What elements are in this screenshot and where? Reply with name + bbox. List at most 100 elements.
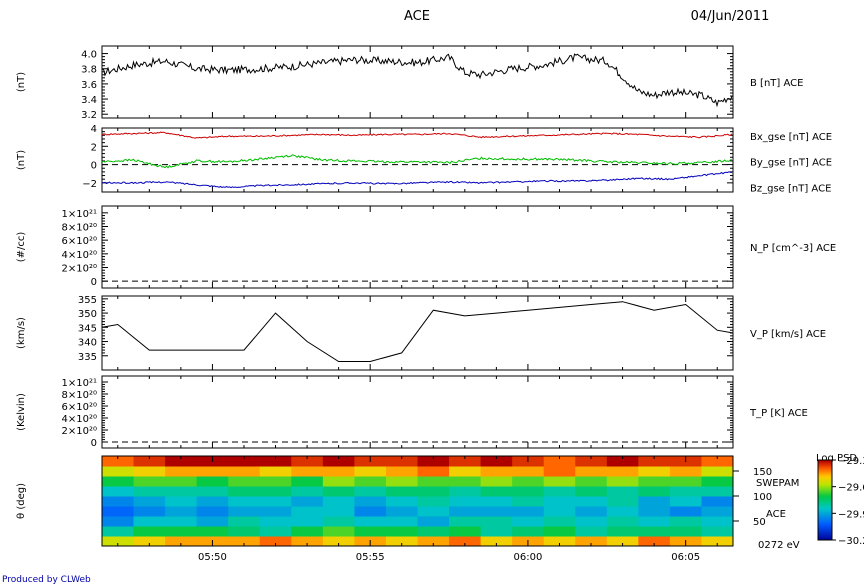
psd-cell bbox=[606, 526, 639, 537]
NP-series-label: N_P [cm^-3] ACE bbox=[750, 243, 836, 254]
colorbar-swatch bbox=[818, 496, 832, 499]
psd-cell bbox=[449, 506, 482, 517]
psd-cell bbox=[196, 466, 229, 477]
VP-ylabel: (km/s) bbox=[16, 317, 27, 349]
psd-cell bbox=[291, 506, 324, 517]
psd-cell bbox=[638, 486, 671, 497]
psd-ytick-label: 150 bbox=[753, 467, 772, 478]
psd-cell bbox=[449, 536, 482, 547]
psd-cell bbox=[165, 526, 198, 537]
colorbar-swatch bbox=[818, 524, 832, 527]
time-axis-label: 06:00 bbox=[514, 552, 543, 563]
psd-cell bbox=[259, 486, 292, 497]
psd-cell bbox=[102, 516, 135, 527]
psd-cell bbox=[480, 506, 513, 517]
psd-cell bbox=[228, 506, 261, 517]
B-ytick-label: 3.2 bbox=[81, 110, 97, 121]
psd-cell bbox=[102, 476, 135, 487]
psd-cell bbox=[133, 486, 166, 497]
psd-cell bbox=[480, 536, 513, 547]
colorbar-swatch bbox=[818, 482, 832, 485]
psd-cell bbox=[701, 456, 734, 467]
psd-cell bbox=[449, 466, 482, 477]
psd-cell bbox=[322, 486, 355, 497]
psd-cell bbox=[228, 536, 261, 547]
psd-cell bbox=[291, 476, 324, 487]
psd-cell bbox=[354, 526, 387, 537]
colorbar-swatch bbox=[818, 520, 832, 523]
psd-cell bbox=[701, 516, 734, 527]
time-axis-label: 05:50 bbox=[198, 552, 227, 563]
psd-cell bbox=[291, 466, 324, 477]
psd-cell bbox=[385, 536, 418, 547]
psd-cell bbox=[669, 486, 702, 497]
psd-cell bbox=[165, 476, 198, 487]
colorbar-tick-label: −29.9 bbox=[838, 509, 864, 520]
colorbar-swatch bbox=[818, 500, 832, 503]
psd-cell bbox=[228, 466, 261, 477]
psd-cell bbox=[354, 466, 387, 477]
colorbar-swatch bbox=[818, 532, 832, 535]
colorbar-swatch bbox=[818, 460, 832, 463]
TP-series-label: T_P [K] ACE bbox=[749, 408, 808, 419]
psd-cell bbox=[322, 476, 355, 487]
psd-cell bbox=[385, 466, 418, 477]
psd-cell bbox=[322, 496, 355, 507]
colorbar-swatch bbox=[818, 464, 832, 467]
B-ytick-label: 3.4 bbox=[81, 95, 97, 106]
psd-cell bbox=[196, 526, 229, 537]
psd-cell bbox=[669, 466, 702, 477]
colorbar-swatch bbox=[818, 538, 832, 541]
psd-cell bbox=[543, 466, 576, 477]
psd-cell bbox=[417, 466, 450, 477]
psd-cell bbox=[417, 506, 450, 517]
colorbar-swatch bbox=[818, 528, 832, 531]
psd-cell bbox=[228, 526, 261, 537]
TP-ytick-label: 6×10²⁰ bbox=[62, 402, 97, 413]
psd-ytick-label: 50 bbox=[753, 517, 766, 528]
psd-cell bbox=[102, 536, 135, 547]
psd-cell bbox=[417, 476, 450, 487]
TP-frame bbox=[101, 375, 734, 449]
psd-cell bbox=[259, 506, 292, 517]
psd-cell bbox=[417, 526, 450, 537]
psd-cell bbox=[291, 516, 324, 527]
TP-ytick-label: 0 bbox=[91, 438, 97, 449]
B-ytick-label: 4.0 bbox=[81, 50, 97, 61]
psd-cell bbox=[480, 486, 513, 497]
Bgse-ytick-label: 2 bbox=[91, 142, 97, 153]
psd-cell bbox=[322, 526, 355, 537]
Bgse-frame bbox=[101, 127, 734, 193]
psd-cell bbox=[259, 536, 292, 547]
NP-ytick-label: 6×10²⁰ bbox=[62, 236, 97, 247]
psd-cell bbox=[575, 506, 608, 517]
psd-cell bbox=[449, 526, 482, 537]
psd-cell bbox=[575, 486, 608, 497]
psd-cell bbox=[196, 486, 229, 497]
Bgse-ylabel: (nT) bbox=[16, 150, 27, 170]
colorbar-swatch bbox=[818, 478, 832, 481]
psd-frame bbox=[101, 455, 734, 547]
figure-title: ACE bbox=[404, 9, 430, 24]
psd-cell bbox=[291, 496, 324, 507]
psd-cell bbox=[606, 516, 639, 527]
PSD-ylabel: θ (deg) bbox=[16, 483, 27, 519]
psd-cell bbox=[165, 536, 198, 547]
B-series-label: B [nT] ACE bbox=[750, 78, 803, 89]
psd-cell bbox=[449, 496, 482, 507]
psd-cell bbox=[669, 506, 702, 517]
psd-cell bbox=[606, 536, 639, 547]
psd-cell bbox=[102, 456, 135, 467]
psd-cell bbox=[354, 486, 387, 497]
psd-cell bbox=[512, 486, 545, 497]
colorbar-swatch bbox=[818, 486, 832, 489]
psd-cell bbox=[543, 526, 576, 537]
psd-cell bbox=[512, 506, 545, 517]
colorbar-swatch bbox=[818, 506, 832, 509]
psd-cell bbox=[669, 516, 702, 527]
psd-cell bbox=[102, 506, 135, 517]
psd-cell bbox=[449, 476, 482, 487]
psd-cell bbox=[259, 496, 292, 507]
psd-cell bbox=[133, 466, 166, 477]
psd-cell bbox=[638, 456, 671, 467]
